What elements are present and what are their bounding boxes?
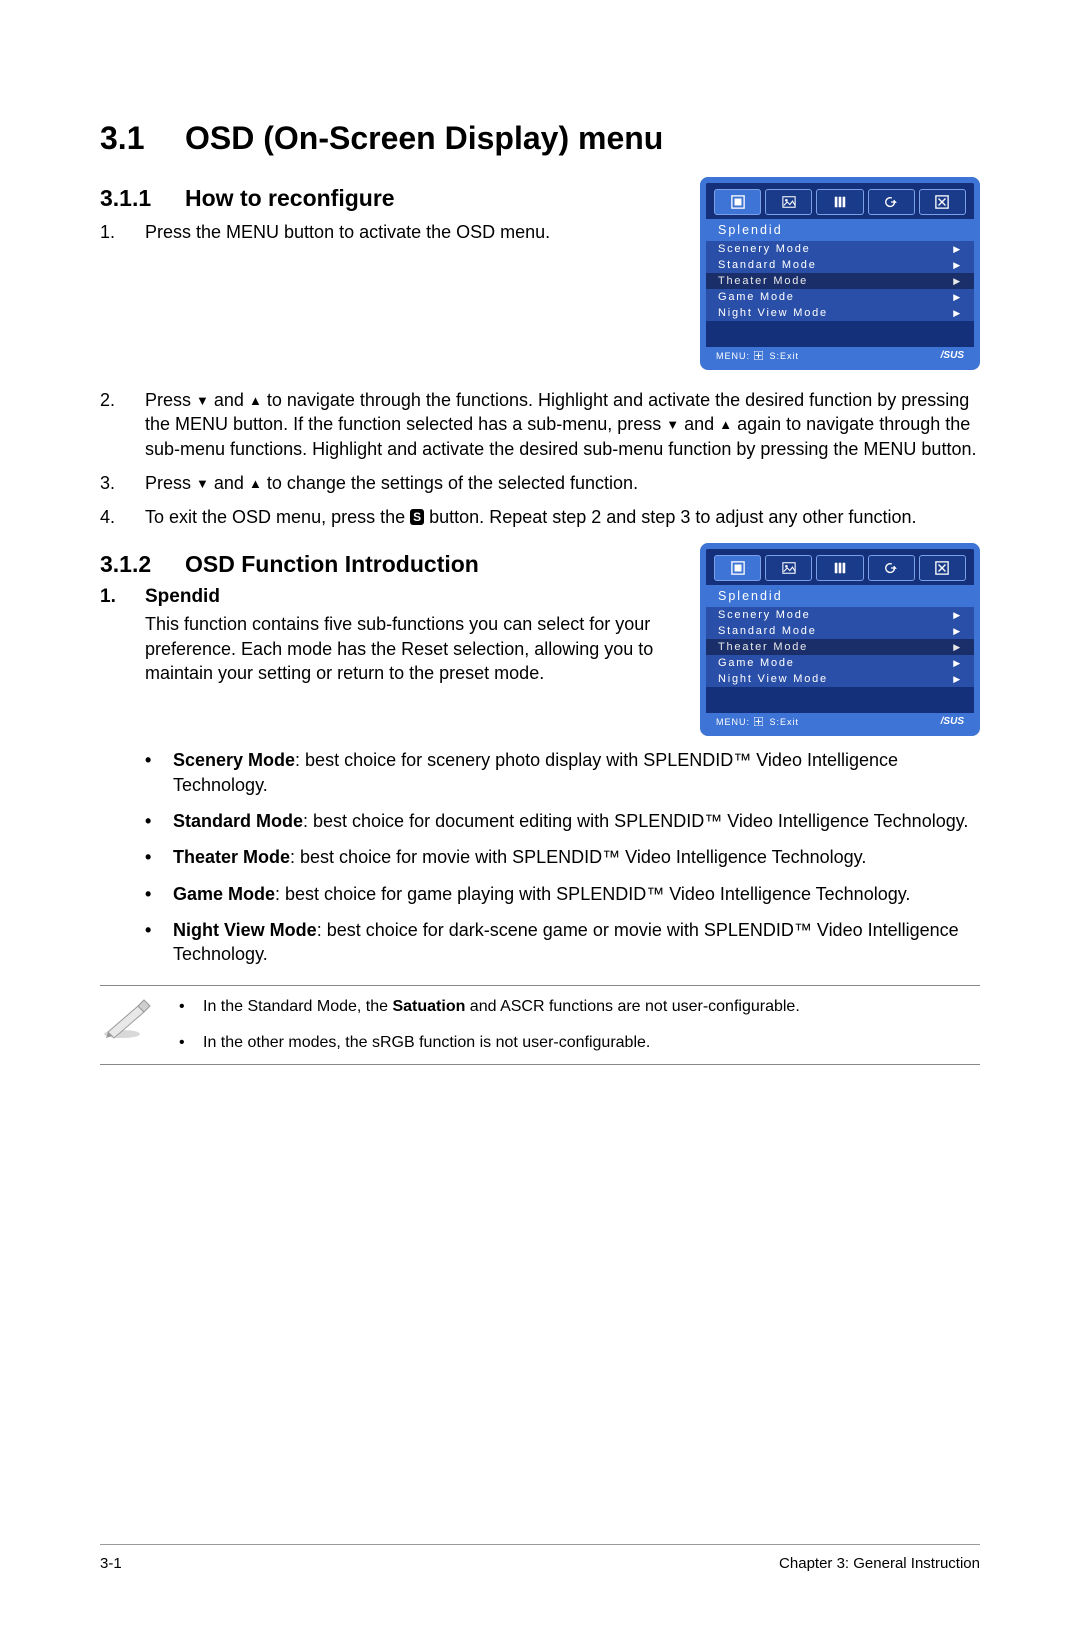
subsection-heading: 3.1.2OSD Function Introduction (100, 551, 680, 578)
mode-item: Standard Mode: best choice for document … (145, 809, 980, 833)
step-text: Press the MENU button to activate the OS… (145, 220, 680, 244)
triangle-down-icon: ▼ (666, 416, 679, 434)
osd-menu-item: Theater Mode▶ (706, 639, 974, 655)
mode-item: Night View Mode: best choice for dark-sc… (145, 918, 980, 967)
mode-item: Game Mode: best choice for game playing … (145, 882, 980, 906)
triangle-up-icon: ▲ (249, 475, 262, 493)
osd-screenshot: Splendid Scenery Mode▶ Standard Mode▶ Th… (700, 543, 980, 736)
osd-screenshot: Splendid Scenery Mode▶ Standard Mode▶ Th… (700, 177, 980, 370)
chevron-right-icon: ▶ (953, 642, 962, 653)
step-text: Press ▼ and ▲ to change the settings of … (145, 471, 980, 495)
subsection-heading: 3.1.1How to reconfigure (100, 185, 680, 212)
osd-menu-item: Scenery Mode▶ (706, 241, 974, 257)
osd-tab-image-icon (765, 555, 812, 581)
chevron-right-icon: ▶ (953, 276, 962, 287)
section-title: OSD (On-Screen Display) menu (185, 120, 663, 156)
chevron-right-icon: ▶ (953, 292, 962, 303)
osd-footer: MENU: S:Exit /SUS (706, 713, 974, 730)
osd-footer: MENU: S:Exit /SUS (706, 347, 974, 364)
step-item: Press the MENU button to activate the OS… (100, 220, 680, 244)
osd-menu-item: Standard Mode▶ (706, 623, 974, 639)
osd-menu-item: Theater Mode▶ (706, 273, 974, 289)
note-block: In the Standard Mode, the Satuation and … (100, 985, 980, 1066)
osd-menu-item: Standard Mode▶ (706, 257, 974, 273)
triangle-down-icon: ▼ (196, 392, 209, 410)
osd-tab-color-icon (816, 189, 863, 215)
function-description: This function contains five sub-function… (145, 612, 680, 685)
brand-logo: /SUS (941, 716, 964, 727)
chapter-label: Chapter 3: General Instruction (779, 1555, 980, 1572)
osd-tab-splendid-icon (714, 555, 761, 581)
chevron-right-icon: ▶ (953, 626, 962, 637)
osd-menu-title: Splendid (706, 219, 974, 241)
osd-menu-item: Night View Mode▶ (706, 671, 974, 687)
osd-tab-color-icon (816, 555, 863, 581)
triangle-down-icon: ▼ (196, 475, 209, 493)
pen-note-icon (100, 996, 155, 1046)
triangle-up-icon: ▲ (249, 392, 262, 410)
step-item: To exit the OSD menu, press the S button… (100, 505, 980, 529)
osd-tab-input-icon (868, 189, 915, 215)
step-item: Press ▼ and ▲ to change the settings of … (100, 471, 980, 495)
osd-tab-bar (706, 183, 974, 219)
chevron-right-icon: ▶ (953, 610, 962, 621)
s-button-icon: S (410, 509, 424, 525)
subsection-number: 3.1.1 (100, 185, 185, 212)
osd-padding (706, 687, 974, 713)
step-item: Press ▼ and ▲ to navigate through the fu… (100, 388, 980, 461)
subsection-number: 3.1.2 (100, 551, 185, 578)
chevron-right-icon: ▶ (953, 244, 962, 255)
chevron-right-icon: ▶ (953, 308, 962, 319)
chevron-right-icon: ▶ (953, 658, 962, 669)
osd-menu-item: Scenery Mode▶ (706, 607, 974, 623)
triangle-up-icon: ▲ (719, 416, 732, 434)
subsection-title: How to reconfigure (185, 185, 395, 211)
subsection-title: OSD Function Introduction (185, 551, 479, 577)
brand-logo: /SUS (941, 350, 964, 361)
step-text: Press ▼ and ▲ to navigate through the fu… (145, 388, 980, 461)
page-number: 3-1 (100, 1555, 122, 1572)
osd-menu-item: Night View Mode▶ (706, 305, 974, 321)
mode-item: Theater Mode: best choice for movie with… (145, 845, 980, 869)
osd-tab-system-icon (919, 555, 966, 581)
osd-menu-item: Game Mode▶ (706, 289, 974, 305)
step-text: To exit the OSD menu, press the S button… (145, 505, 980, 529)
osd-tab-image-icon (765, 189, 812, 215)
osd-menu-item: Game Mode▶ (706, 655, 974, 671)
osd-tab-splendid-icon (714, 189, 761, 215)
page-footer: 3-1 Chapter 3: General Instruction (100, 1544, 980, 1572)
section-number: 3.1 (100, 120, 185, 157)
osd-tab-bar (706, 549, 974, 585)
note-item: In the other modes, the sRGB function is… (179, 1032, 980, 1054)
chevron-right-icon: ▶ (953, 674, 962, 685)
mode-item: Scenery Mode: best choice for scenery ph… (145, 748, 980, 797)
osd-tab-input-icon (868, 555, 915, 581)
section-heading: 3.1OSD (On-Screen Display) menu (100, 120, 980, 157)
osd-menu-title: Splendid (706, 585, 974, 607)
function-heading: 1.Spendid (100, 586, 680, 608)
osd-tab-system-icon (919, 189, 966, 215)
note-item: In the Standard Mode, the Satuation and … (179, 996, 980, 1018)
osd-padding (706, 321, 974, 347)
chevron-right-icon: ▶ (953, 260, 962, 271)
